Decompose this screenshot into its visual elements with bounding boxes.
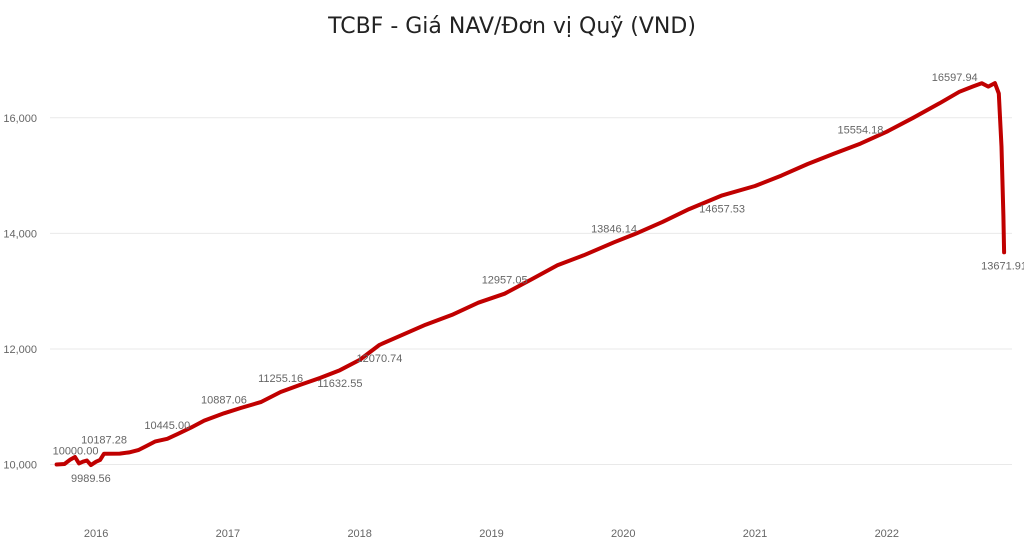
data-label: 16597.94	[932, 72, 978, 84]
data-label: 14657.53	[699, 203, 745, 215]
x-tick-label: 2016	[84, 528, 108, 540]
x-tick-label: 2018	[347, 528, 371, 540]
x-tick-label: 2020	[611, 528, 635, 540]
x-tick-label: 2021	[743, 528, 767, 540]
data-label: 15554.18	[838, 125, 884, 137]
x-tick-label: 2017	[216, 528, 240, 540]
data-label: 13846.14	[591, 223, 637, 235]
data-label: 12070.74	[357, 353, 403, 365]
x-tick-label: 2022	[875, 528, 899, 540]
data-label: 10000.00	[53, 446, 99, 458]
y-tick-label: 16,000	[3, 113, 37, 125]
series-group	[54, 81, 1007, 468]
y-tick-label: 12,000	[3, 344, 37, 356]
y-axis-ticks: 10,000 12,000 14,000 16,000	[3, 113, 37, 472]
data-label: 10187.28	[81, 435, 127, 447]
data-label: 10887.06	[201, 394, 247, 406]
series-line	[54, 81, 1007, 468]
gridlines	[50, 117, 1012, 466]
x-tick-label: 2019	[479, 528, 503, 540]
y-tick-label: 14,000	[3, 228, 37, 240]
data-label: 13671.91	[981, 260, 1024, 272]
y-tick-label: 10,000	[3, 460, 37, 472]
x-axis-ticks: 2016 2017 2018 2019 2020 2021 2022	[84, 528, 899, 540]
data-label: 12957.05	[482, 275, 528, 287]
data-label: 9989.56	[71, 473, 111, 485]
data-label: 10445.00	[144, 420, 190, 432]
data-labels: 10000.00 9989.56 10187.28 10445.00 10887.06 1…	[53, 72, 1024, 485]
data-label: 11632.55	[317, 378, 362, 390]
chart-title: TCBF - Giá NAV/Đơn vị Quỹ (VND)	[328, 14, 696, 39]
data-label: 11255.16	[258, 373, 303, 385]
